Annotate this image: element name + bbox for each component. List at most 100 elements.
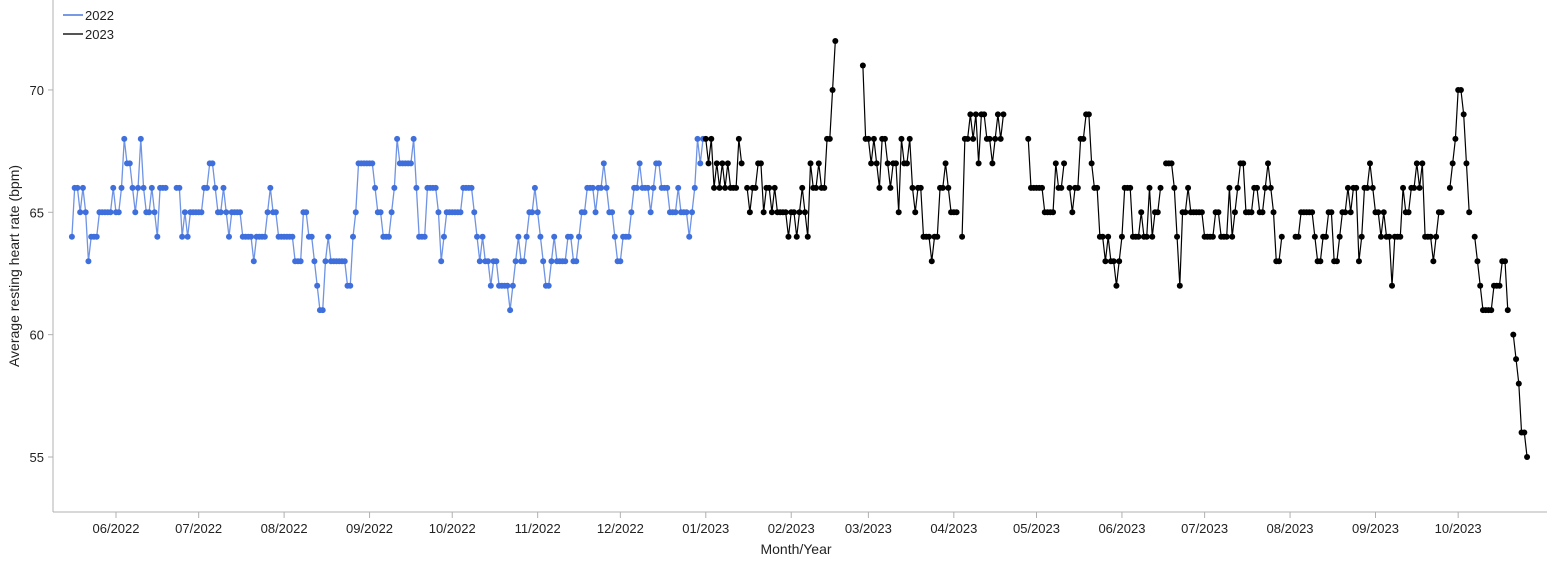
data-point-2023: [1344, 184, 1351, 191]
data-point-2023: [909, 184, 916, 191]
y-axis-title: Average resting heart rate (bpm): [6, 165, 22, 367]
data-point-2022: [476, 258, 483, 265]
data-point-2022: [250, 258, 257, 265]
data-point-2023: [793, 233, 800, 240]
data-point-2022: [540, 258, 547, 265]
data-point-2023: [881, 135, 888, 142]
data-point-2022: [308, 233, 315, 240]
data-point-2023: [1039, 184, 1046, 191]
data-point-2022: [471, 209, 478, 216]
data-point-2022: [126, 160, 133, 167]
data-point-2023: [746, 209, 753, 216]
y-tick-label: 55: [30, 450, 44, 465]
data-point-2022: [435, 209, 442, 216]
legend: 2022 2023: [63, 8, 114, 42]
data-point-2022: [272, 209, 279, 216]
data-point-2022: [512, 258, 519, 265]
data-point-2023: [1378, 233, 1385, 240]
x-tick-label: 05/2023: [1013, 521, 1060, 536]
data-point-2023: [1168, 160, 1175, 167]
data-point-2022: [203, 184, 210, 191]
data-point-2023: [1094, 184, 1101, 191]
data-point-2022: [479, 233, 486, 240]
data-point-2023: [832, 38, 839, 45]
data-point-2023: [1397, 233, 1404, 240]
data-point-2022: [137, 135, 144, 142]
data-point-2022: [385, 233, 392, 240]
series-line-2023: [746, 40, 836, 237]
data-point-2022: [129, 184, 136, 191]
data-point-2022: [151, 209, 158, 216]
data-point-2023: [735, 135, 742, 142]
data-point-2022: [223, 209, 230, 216]
data-point-2023: [1080, 135, 1087, 142]
data-point-2023: [1270, 209, 1277, 216]
data-point-2022: [322, 258, 329, 265]
data-point-2022: [181, 209, 188, 216]
data-point-2023: [1427, 233, 1434, 240]
series-line-2023: [1449, 89, 1470, 213]
data-point-2022: [93, 233, 100, 240]
data-point-2023: [1474, 258, 1481, 265]
data-point-2023: [1366, 160, 1373, 167]
data-point-2022: [350, 233, 357, 240]
data-point-2023: [1295, 233, 1302, 240]
y-ticks: 55 60 65 70: [30, 83, 53, 465]
data-point-2022: [297, 258, 304, 265]
series-line-2023: [1027, 138, 1065, 213]
data-point-2023: [708, 135, 715, 142]
data-point-2023: [1135, 233, 1142, 240]
data-point-2023: [1446, 184, 1453, 191]
data-point-2023: [1477, 282, 1484, 289]
data-point-2022: [148, 184, 155, 191]
data-point-2023: [1229, 233, 1236, 240]
data-point-2023: [1085, 111, 1092, 118]
x-tick-label: 11/2022: [515, 521, 561, 536]
data-point-2023: [986, 135, 993, 142]
data-point-2022: [264, 209, 271, 216]
data-point-2022: [440, 233, 447, 240]
data-point-2022: [110, 184, 117, 191]
data-point-2022: [683, 209, 690, 216]
data-point-2022: [672, 209, 679, 216]
data-point-2023: [1050, 209, 1057, 216]
legend-label-2022: 2022: [85, 8, 114, 23]
data-point-2023: [1174, 233, 1181, 240]
series-line-2023: [1512, 334, 1528, 458]
data-point-2023: [821, 184, 828, 191]
data-point-2023: [1311, 233, 1318, 240]
data-point-2023: [1524, 454, 1531, 460]
data-point-2022: [248, 233, 255, 240]
data-point-2023: [975, 160, 982, 167]
data-point-2023: [1209, 233, 1216, 240]
data-point-2022: [504, 282, 511, 289]
data-point-2022: [325, 233, 332, 240]
data-point-2023: [1328, 209, 1335, 216]
data-point-2023: [1061, 160, 1068, 167]
data-point-2022: [132, 209, 139, 216]
data-point-2023: [1466, 209, 1473, 216]
data-point-2022: [600, 160, 607, 167]
data-point-2022: [85, 258, 92, 265]
data-point-2022: [394, 135, 401, 142]
data-point-2022: [107, 209, 114, 216]
data-point-2022: [485, 258, 492, 265]
data-point-2023: [970, 135, 977, 142]
data-point-2023: [1176, 282, 1183, 289]
data-point-2023: [1110, 258, 1117, 265]
data-point-2022: [694, 135, 701, 142]
data-point-2023: [722, 184, 729, 191]
data-point-2022: [377, 209, 384, 216]
data-point-2023: [868, 160, 875, 167]
x-axis-title: Month/Year: [760, 541, 831, 557]
data-point-2023: [1336, 233, 1343, 240]
data-point-2023: [1400, 184, 1407, 191]
data-point-2023: [953, 209, 960, 216]
data-point-2022: [655, 160, 662, 167]
data-point-2023: [826, 135, 833, 142]
data-point-2023: [760, 209, 767, 216]
data-point-2022: [523, 233, 530, 240]
data-point-2023: [992, 135, 999, 142]
data-point-2023: [1322, 233, 1329, 240]
